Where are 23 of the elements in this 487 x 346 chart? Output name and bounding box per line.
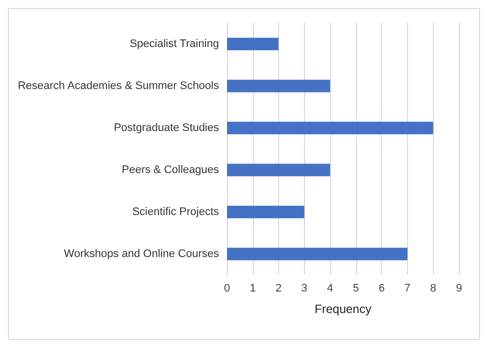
bar — [227, 38, 279, 50]
x-tick-label: 2 — [275, 282, 282, 294]
x-tick-label: 8 — [430, 282, 436, 294]
x-tick-label: 5 — [352, 282, 359, 294]
bar — [227, 164, 330, 176]
x-tick-label: 9 — [456, 282, 462, 294]
bar — [227, 248, 408, 260]
x-tick-label: 6 — [378, 282, 385, 294]
x-axis-title: Frequency — [314, 302, 372, 316]
x-tick-label: 1 — [250, 282, 256, 294]
y-tick-label: Workshops and Online Courses — [64, 248, 220, 260]
y-tick-label: Research Academies & Summer Schools — [18, 80, 220, 92]
y-tick-label: Scientific Projects — [132, 206, 220, 218]
x-tick-label: 7 — [404, 282, 411, 294]
x-tick-label: 4 — [327, 282, 334, 294]
bar — [227, 80, 330, 92]
y-tick-label: Postgraduate Studies — [114, 122, 220, 134]
y-tick-label: Peers & Colleagues — [122, 164, 220, 176]
bar — [227, 206, 304, 218]
y-tick-label: Specialist Training — [130, 38, 219, 50]
x-tick-label: 3 — [301, 282, 308, 294]
bar — [227, 122, 434, 134]
x-tick-label: 0 — [224, 282, 230, 294]
